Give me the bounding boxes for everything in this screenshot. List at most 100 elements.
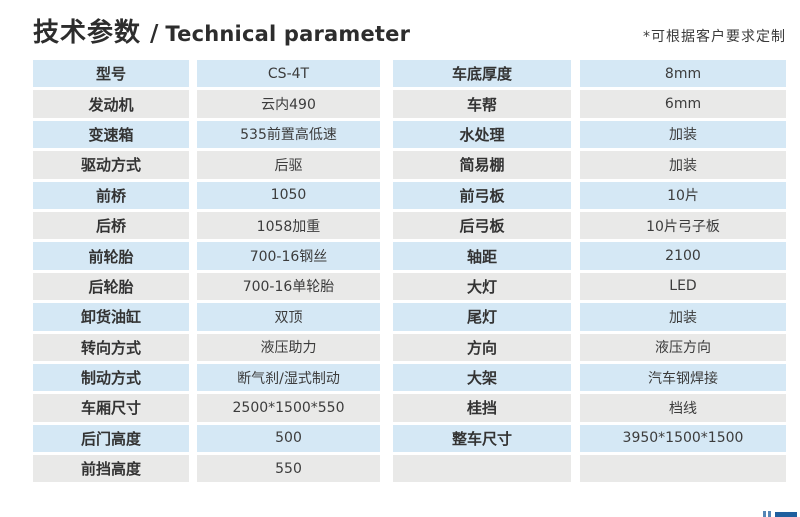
param-label: 前轮胎 <box>33 242 189 270</box>
column-divider <box>189 363 197 392</box>
param-value: 液压方向 <box>580 333 786 361</box>
param-value: 3950*1500*1500 <box>580 424 786 453</box>
param-value: 汽车钢焊接 <box>580 363 786 392</box>
table-row <box>393 455 786 483</box>
param-value: 550 <box>197 455 380 483</box>
param-value: 云内490 <box>197 90 380 118</box>
param-value: 8mm <box>580 60 786 88</box>
param-label: 变速箱 <box>33 120 189 149</box>
param-value: LED <box>580 272 786 301</box>
column-divider <box>571 303 580 331</box>
header: 技术参数 / Technical parameter *可根据客户要求定制 <box>33 12 786 49</box>
page-title-english: Technical parameter <box>165 22 411 46</box>
param-value: 后驱 <box>197 151 380 179</box>
param-label: 前桥 <box>33 181 189 209</box>
table-row: 后门高度 500 <box>33 424 380 453</box>
param-value: CS-4T <box>197 60 380 88</box>
table-row: 型号 CS-4T <box>33 60 380 88</box>
column-divider <box>189 333 197 361</box>
spec-table-right: 车底厚度 8mm 车帮 6mm 水处理 加装 简易棚 加装 前弓板 10片 后弓板 10片弓子板 轴距 2… <box>393 60 786 483</box>
param-value: 断气刹/湿式制动 <box>197 363 380 392</box>
table-row: 简易棚 加装 <box>393 151 786 179</box>
table-row: 前挡高度 550 <box>33 455 380 483</box>
param-value: 1058加重 <box>197 211 380 240</box>
param-value: 2500*1500*550 <box>197 394 380 422</box>
table-row: 大架 汽车钢焊接 <box>393 363 786 392</box>
param-value <box>580 455 786 483</box>
param-value: 双顶 <box>197 303 380 331</box>
table-row: 轴距 2100 <box>393 242 786 270</box>
column-divider <box>571 151 580 179</box>
param-label: 后轮胎 <box>33 272 189 301</box>
table-row: 水处理 加装 <box>393 120 786 149</box>
column-divider <box>189 211 197 240</box>
param-label: 前弓板 <box>393 181 571 209</box>
column-divider <box>189 303 197 331</box>
title-separator: / <box>150 21 159 47</box>
table-row: 发动机 云内490 <box>33 90 380 118</box>
param-value: 档线 <box>580 394 786 422</box>
param-label: 方向 <box>393 333 571 361</box>
param-value: 10片弓子板 <box>580 211 786 240</box>
logo-bar-icon <box>763 511 766 517</box>
table-row: 后桥 1058加重 <box>33 211 380 240</box>
column-divider <box>189 60 197 88</box>
column-divider <box>189 242 197 270</box>
table-row: 驱动方式 后驱 <box>33 151 380 179</box>
table-row: 前弓板 10片 <box>393 181 786 209</box>
page-title: 技术参数 / Technical parameter <box>33 12 410 49</box>
param-label: 桂挡 <box>393 394 571 422</box>
param-value: 加装 <box>580 120 786 149</box>
column-divider <box>571 333 580 361</box>
param-value: 700-16单轮胎 <box>197 272 380 301</box>
param-label: 车帮 <box>393 90 571 118</box>
param-label: 车底厚度 <box>393 60 571 88</box>
param-label: 轴距 <box>393 242 571 270</box>
table-row: 大灯 LED <box>393 272 786 301</box>
param-label: 后门高度 <box>33 424 189 453</box>
column-divider <box>571 181 580 209</box>
column-divider <box>189 120 197 149</box>
column-divider <box>571 455 580 483</box>
column-divider <box>189 455 197 483</box>
param-value: 2100 <box>580 242 786 270</box>
column-divider <box>189 272 197 301</box>
table-row: 桂挡 档线 <box>393 394 786 422</box>
table-row: 前轮胎 700-16钢丝 <box>33 242 380 270</box>
column-divider <box>571 211 580 240</box>
param-label: 车厢尺寸 <box>33 394 189 422</box>
table-row: 车底厚度 8mm <box>393 60 786 88</box>
column-divider <box>571 90 580 118</box>
param-label: 大灯 <box>393 272 571 301</box>
param-label <box>393 455 571 483</box>
column-divider <box>571 60 580 88</box>
spec-table-left: 型号 CS-4T 发动机 云内490 变速箱 535前置高低速 驱动方式 后驱 前桥 1050 后桥… <box>33 60 380 483</box>
param-value: 6mm <box>580 90 786 118</box>
column-divider <box>189 424 197 453</box>
param-value: 700-16钢丝 <box>197 242 380 270</box>
table-row: 整车尺寸 3950*1500*1500 <box>393 424 786 453</box>
param-label: 后桥 <box>33 211 189 240</box>
table-row: 转向方式 液压助力 <box>33 333 380 361</box>
column-divider <box>571 272 580 301</box>
table-row: 车厢尺寸 2500*1500*550 <box>33 394 380 422</box>
param-label: 制动方式 <box>33 363 189 392</box>
param-value: 加装 <box>580 151 786 179</box>
table-row: 方向 液压方向 <box>393 333 786 361</box>
table-row: 卸货油缸 双顶 <box>33 303 380 331</box>
column-divider <box>571 120 580 149</box>
table-row: 前桥 1050 <box>33 181 380 209</box>
column-divider <box>189 90 197 118</box>
param-label: 卸货油缸 <box>33 303 189 331</box>
param-value: 535前置高低速 <box>197 120 380 149</box>
param-label: 前挡高度 <box>33 455 189 483</box>
param-label: 型号 <box>33 60 189 88</box>
column-divider <box>571 363 580 392</box>
param-value: 1050 <box>197 181 380 209</box>
param-label: 水处理 <box>393 120 571 149</box>
page-title-chinese: 技术参数 <box>33 18 142 48</box>
param-value: 500 <box>197 424 380 453</box>
column-divider <box>189 151 197 179</box>
table-row: 制动方式 断气刹/湿式制动 <box>33 363 380 392</box>
